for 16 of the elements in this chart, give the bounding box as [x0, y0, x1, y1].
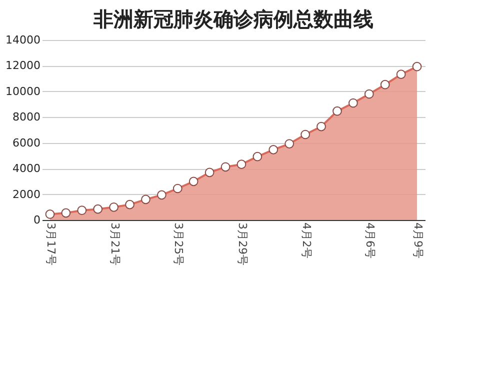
y-tick-label: 6000	[12, 136, 40, 150]
x-tick-label: 3月21号	[108, 222, 122, 266]
chart-title: 非洲新冠肺炎确诊病例总数曲线	[92, 7, 374, 31]
y-tick-label: 10000	[6, 84, 40, 98]
y-tick-label: 2000	[12, 188, 40, 201]
x-tick-label: 4月6号	[364, 222, 377, 258]
y-tick-label: 12000	[6, 59, 40, 72]
x-tick-label: 3月17号	[44, 222, 58, 266]
x-tick-label: 4月2号	[300, 222, 313, 258]
y-tick-label: 14000	[6, 34, 40, 46]
x-tick-label: 3月29号	[236, 222, 249, 266]
y-tick-label: 8000	[12, 110, 40, 124]
x-tick-label: 4月9号	[412, 222, 425, 258]
y-tick-label: 0	[34, 214, 40, 226]
y-tick-label: 4000	[12, 162, 40, 176]
x-tick-label: 3月25号	[172, 222, 186, 266]
